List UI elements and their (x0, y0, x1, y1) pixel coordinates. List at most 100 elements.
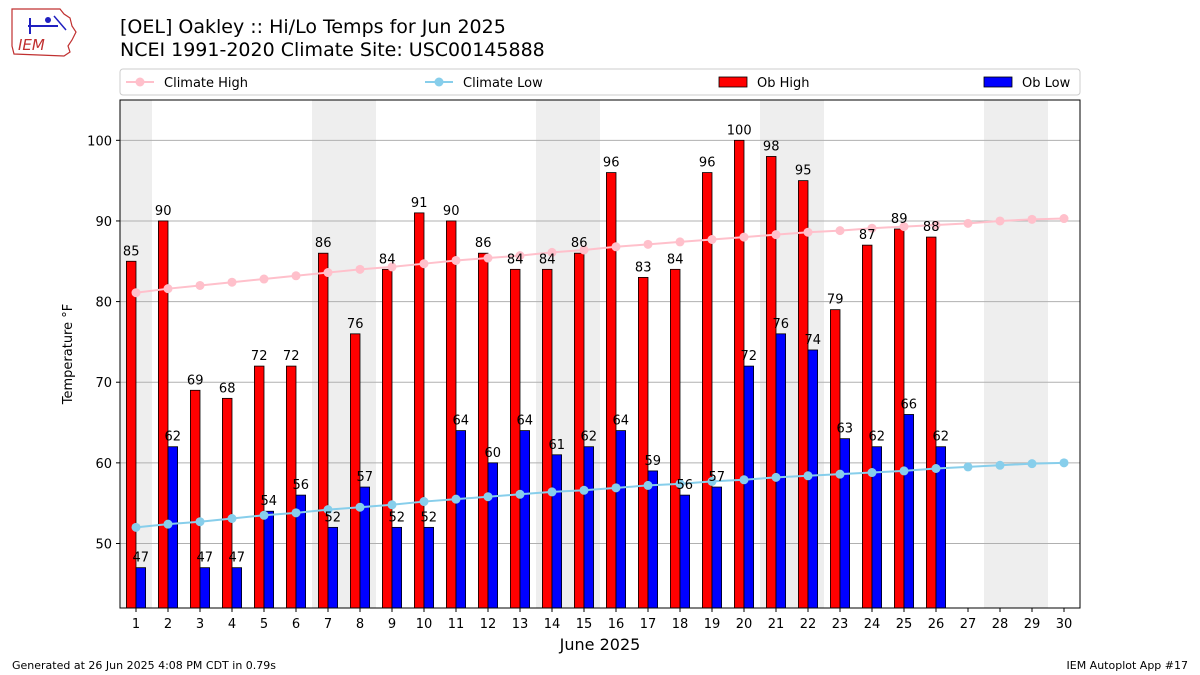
plot-frame (119, 99, 1081, 609)
climate-high-point (515, 251, 525, 261)
ob-high-label: 89 (891, 212, 908, 227)
climate-low-point (899, 466, 909, 476)
x-tick-label: 24 (864, 617, 881, 632)
ob-low-label: 61 (549, 438, 566, 453)
climate-high-point (771, 230, 781, 240)
climate-low-point (931, 464, 941, 474)
climate-high-point (643, 239, 653, 249)
ob-high-bar (157, 220, 169, 609)
ob-low-bar (423, 526, 435, 609)
ob-high-bar (766, 156, 777, 609)
ob-low-label: 47 (229, 551, 246, 566)
climate-high-point (419, 259, 429, 269)
ob-high-label: 84 (667, 252, 684, 267)
ob-low-bar (519, 430, 531, 609)
climate-low-point (515, 489, 525, 499)
ob-low-bar (679, 494, 691, 609)
ob-high-bar (830, 309, 841, 609)
climate-low-point (163, 519, 173, 529)
ob-high-label: 87 (859, 228, 876, 243)
x-tick-label: 20 (736, 617, 753, 632)
ob-low-bar (615, 430, 627, 609)
legend-box (119, 68, 1081, 96)
ob-high-bar (926, 236, 937, 609)
y-axis-label: Temperature °F (61, 304, 76, 405)
ob-low-label: 62 (933, 430, 950, 445)
climate-low-point (355, 502, 365, 512)
x-tick-label: 1 (132, 617, 140, 632)
ob-high-bar (509, 268, 521, 609)
x-tick-label: 27 (960, 617, 977, 632)
ob-high-label: 88 (923, 220, 940, 235)
climate-low-point (547, 487, 557, 497)
ob-low-label: 60 (485, 446, 502, 461)
app-credit: IEM Autoplot App #17 (1066, 659, 1189, 672)
climate-low-point (1059, 458, 1069, 468)
ob-low-bar (199, 567, 211, 609)
climate-high-point (227, 277, 237, 287)
climate-high-point (963, 218, 973, 228)
ob-high-label: 72 (251, 349, 268, 364)
ob-high-label: 98 (763, 139, 780, 154)
climate-high-point (483, 253, 493, 263)
ob-low-bar (263, 510, 275, 609)
ob-low-bar (647, 470, 659, 609)
ob-high-bar (862, 244, 873, 609)
ob-low-label: 52 (325, 510, 342, 525)
x-tick-label: 6 (292, 617, 300, 632)
ob-high-label: 91 (411, 196, 428, 211)
climate-low-point (419, 497, 429, 507)
x-tick-label: 15 (576, 617, 593, 632)
climate-low-point (803, 471, 813, 481)
climate-high-point (611, 242, 621, 252)
climate-low-point (675, 479, 685, 489)
legend-swatch-marker (135, 77, 145, 87)
ob-high-label: 86 (571, 236, 588, 251)
climate-low-point (259, 510, 269, 520)
climate-low-point (323, 505, 333, 515)
ob-low-bar (839, 438, 851, 609)
ob-high-label: 76 (347, 317, 364, 332)
ob-low-label: 62 (165, 430, 182, 445)
ob-high-label: 90 (155, 204, 172, 219)
climate-high-point (163, 284, 173, 294)
climate-low-line (135, 461, 1065, 529)
ob-high-label: 85 (123, 244, 140, 259)
ob-high-bar (317, 252, 329, 609)
x-axis-label: June 2025 (559, 635, 641, 654)
y-tick-label: 60 (95, 457, 112, 472)
ob-low-bar (135, 567, 147, 609)
ob-high-label: 84 (507, 252, 524, 267)
logo-text: IEM (18, 36, 45, 54)
climate-high-point (259, 274, 269, 284)
ob-low-bar (327, 526, 339, 609)
climate-high-point (323, 268, 333, 278)
x-tick-label: 22 (800, 617, 817, 632)
climate-high-point (579, 245, 589, 255)
climate-low-point (963, 462, 973, 472)
ob-high-label: 79 (827, 293, 844, 308)
ob-high-bar (253, 365, 265, 609)
climate-high-point (1027, 214, 1037, 224)
x-tick-label: 16 (608, 617, 625, 632)
ob-high-label: 90 (443, 204, 460, 219)
ob-low-bar (775, 333, 787, 609)
ob-low-label: 52 (389, 510, 406, 525)
ob-low-label: 64 (613, 414, 630, 429)
climate-high-point (195, 280, 205, 290)
legend-swatch-marker (434, 77, 444, 87)
ob-low-bar (743, 365, 755, 609)
climate-low-point (227, 513, 237, 523)
ob-low-label: 59 (645, 454, 662, 469)
ob-low-label: 63 (837, 422, 854, 437)
x-tick-label: 7 (324, 617, 332, 632)
y-tick-label: 90 (95, 215, 112, 230)
x-tick-label: 12 (480, 617, 497, 632)
climate-low-point (131, 522, 141, 532)
climate-high-point (995, 216, 1005, 226)
ob-high-bar (798, 180, 809, 609)
ob-high-label: 68 (219, 381, 236, 396)
ob-high-bar (734, 139, 745, 609)
climate-high-point (675, 237, 685, 247)
x-tick-label: 26 (928, 617, 945, 632)
